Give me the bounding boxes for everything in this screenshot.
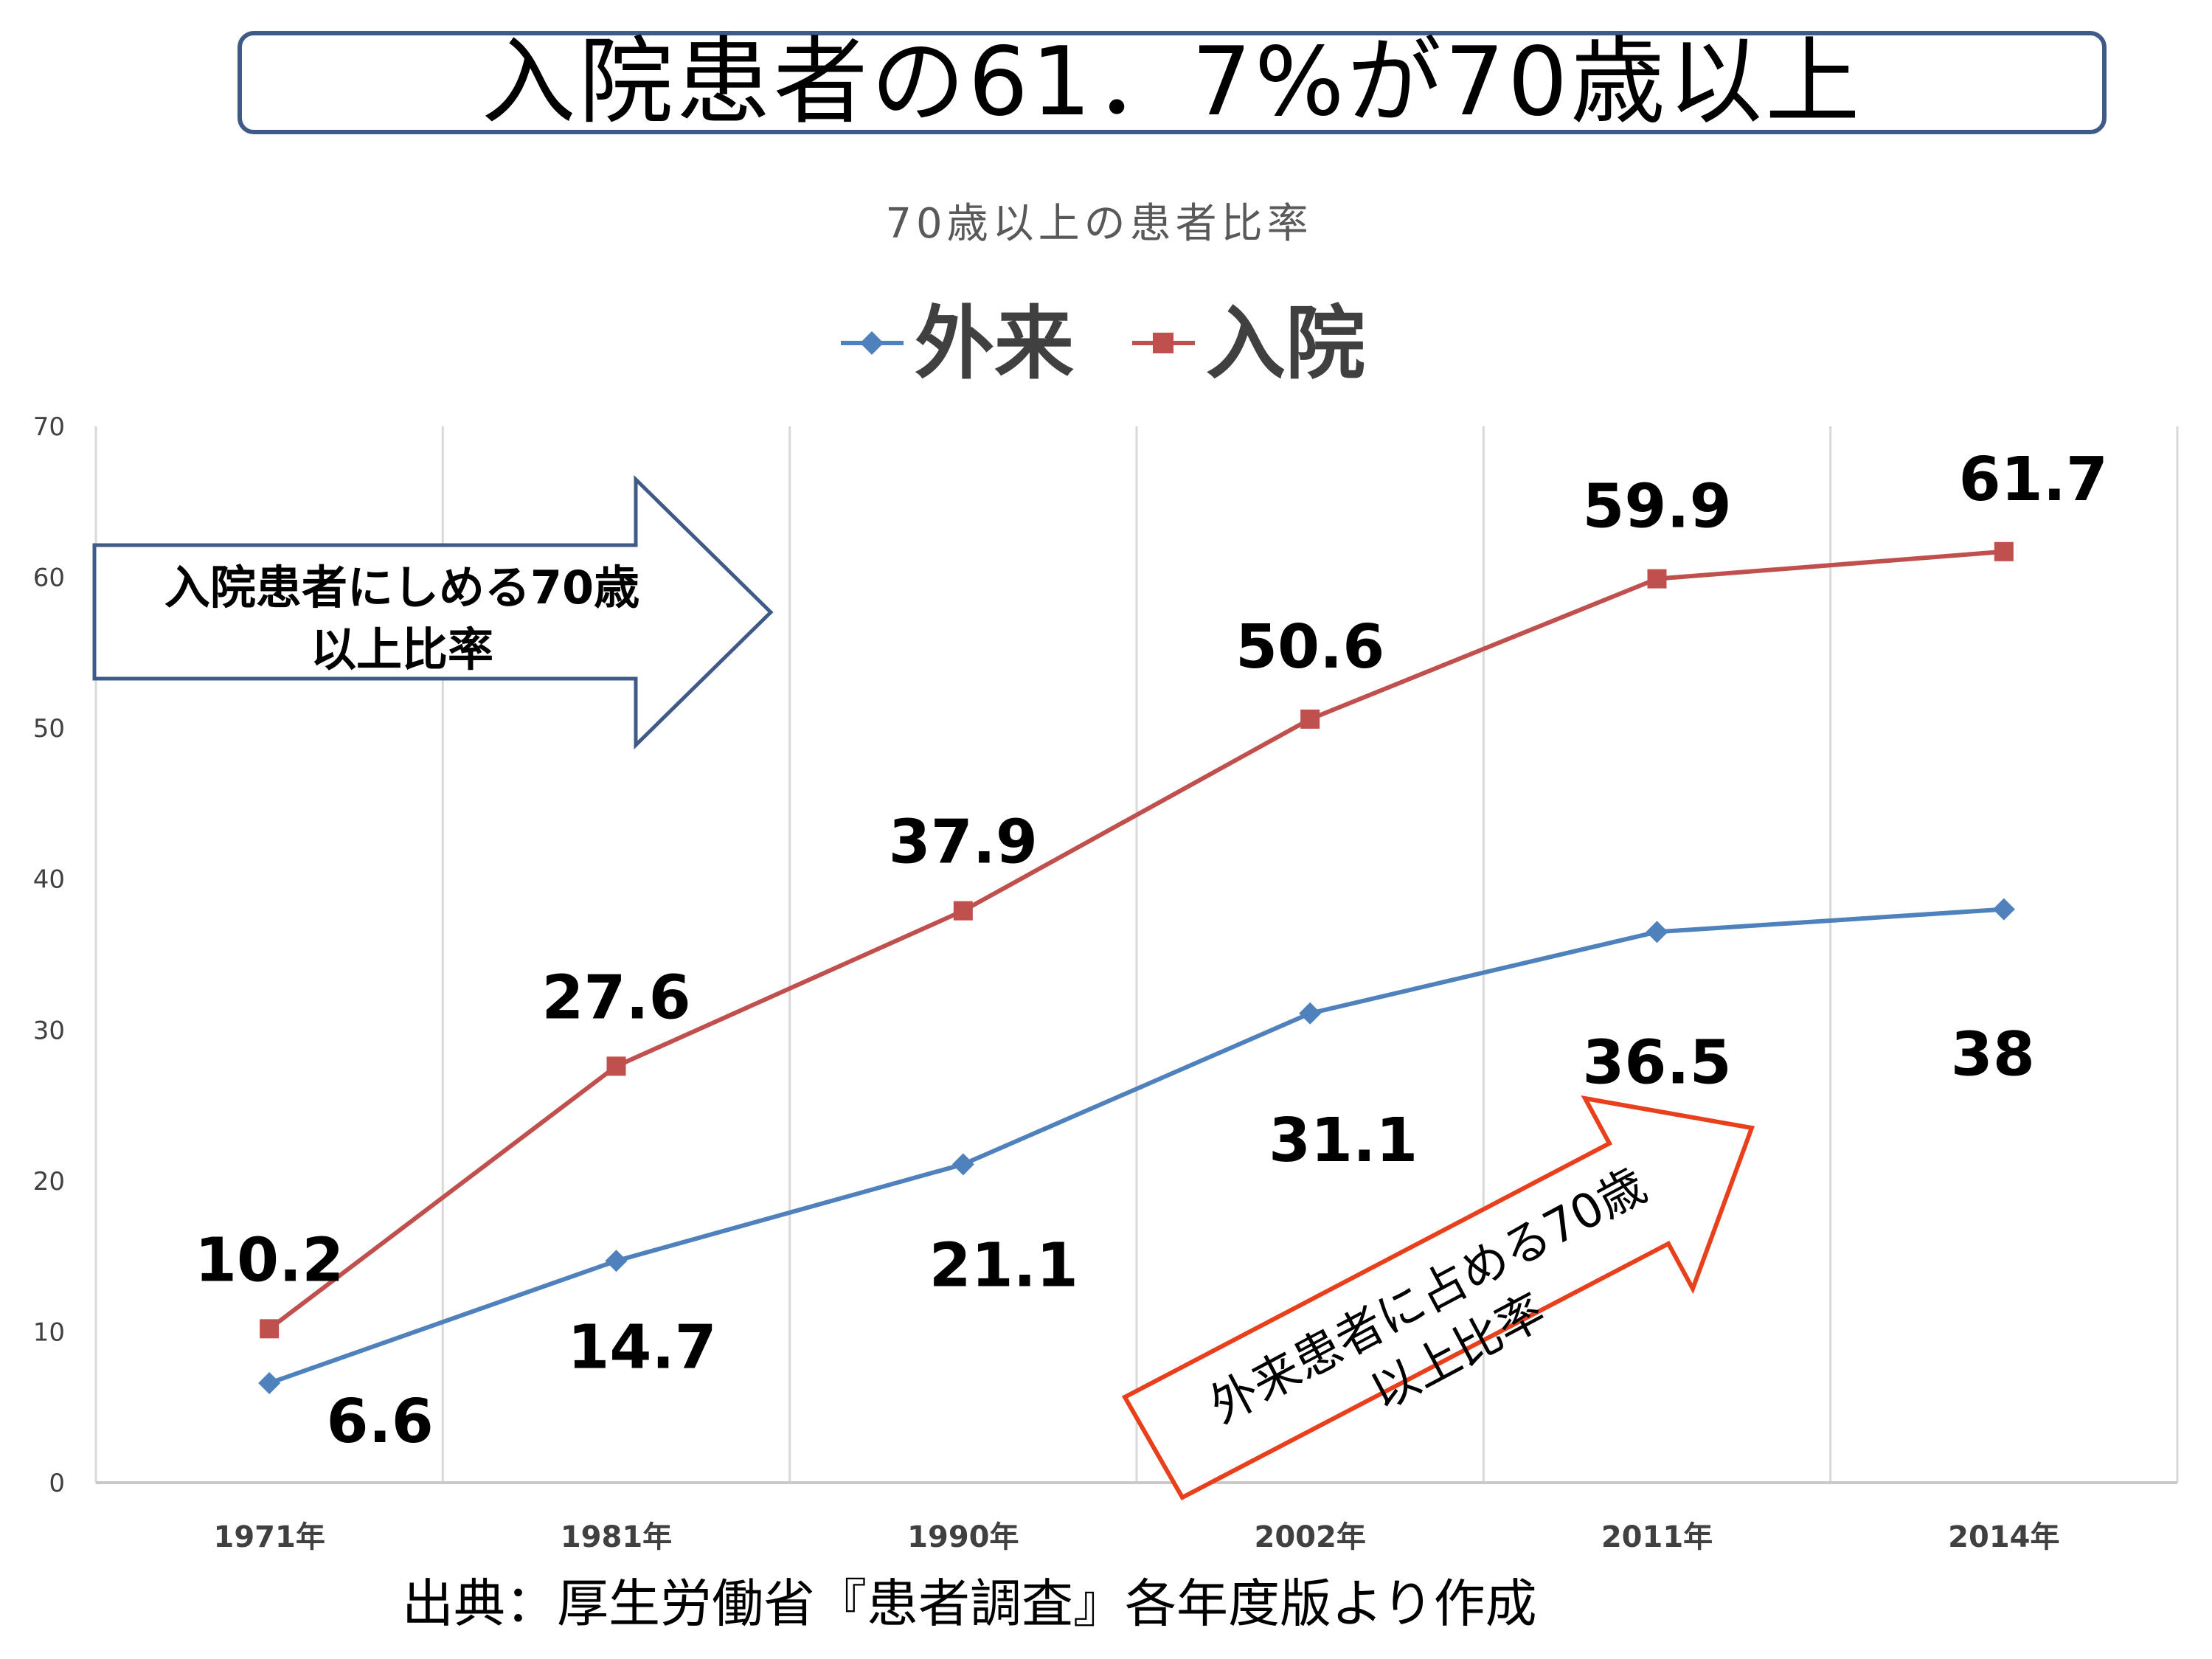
x-tick-label: 1971年 xyxy=(214,1520,325,1554)
y-tick-label: 20 xyxy=(33,1167,65,1196)
data-label: 10.2 xyxy=(195,1225,344,1295)
data-point xyxy=(1647,569,1667,589)
data-label: 38 xyxy=(1951,1020,2035,1090)
y-tick-label: 0 xyxy=(49,1469,65,1498)
legend-marker xyxy=(860,331,884,355)
inpatient-annotation-line-2: 以上比率 xyxy=(311,623,493,676)
data-label: 50.6 xyxy=(1235,612,1384,682)
legend-marker xyxy=(1153,333,1173,353)
data-label: 21.1 xyxy=(929,1230,1078,1300)
title-box: 入院患者の61．7%が70歳以上 xyxy=(238,31,2107,134)
data-point xyxy=(260,1319,280,1339)
data-label: 31.1 xyxy=(1269,1106,1418,1176)
series-line xyxy=(268,549,2005,1331)
inpatient-annotation-arrow: 入院患者にしめる70歳 以上比率 xyxy=(92,475,774,749)
data-label: 14.7 xyxy=(567,1312,716,1382)
x-tick-label: 2011年 xyxy=(1601,1520,1713,1554)
x-tick-label: 1981年 xyxy=(561,1520,672,1554)
y-tick-label: 50 xyxy=(33,714,65,744)
data-label: 37.9 xyxy=(889,808,1038,878)
x-tick-label: 2014年 xyxy=(1948,1520,2059,1554)
source-note: 出典：厚生労働省『患者調査』各年度版より作成 xyxy=(402,1573,1537,1634)
data-point xyxy=(951,1153,974,1176)
data-label: 6.6 xyxy=(327,1387,434,1457)
y-tick-label: 30 xyxy=(33,1016,65,1045)
legend: 外来 入院 xyxy=(841,298,1365,390)
outpatient-annotation-arrow: 外来患者に占める70歳 以上比率 xyxy=(1121,1095,1755,1500)
y-tick-label: 40 xyxy=(33,865,65,895)
y-tick-label: 60 xyxy=(33,564,65,593)
series-line xyxy=(268,907,2005,1385)
data-label: 36.5 xyxy=(1582,1028,1731,1098)
data-point xyxy=(1646,921,1668,943)
x-tick-label: 1990年 xyxy=(907,1520,1019,1554)
data-point xyxy=(605,1250,628,1272)
legend-label: 入院 xyxy=(1206,298,1365,390)
x-axis: 1971年 1981年 1990年 2002年 2011年 2014年 xyxy=(214,1520,2060,1554)
data-label: 61.7 xyxy=(1959,445,2108,515)
legend-label: 外来 xyxy=(915,298,1074,390)
data-point xyxy=(1992,898,2015,921)
outpatient-arrow-shape xyxy=(1121,1095,1755,1500)
y-tick-label: 70 xyxy=(33,412,65,442)
chart-title: 70歳以上の患者比率 xyxy=(885,200,1312,248)
y-axis: 0 10 20 30 40 50 60 70 xyxy=(33,412,65,1498)
data-point xyxy=(1299,1002,1322,1025)
data-label: 27.6 xyxy=(541,963,690,1033)
inpatient-annotation-line-1: 入院患者にしめる70歳 xyxy=(164,561,639,614)
series-外来 xyxy=(258,898,2015,1394)
data-label: 59.9 xyxy=(1582,472,1731,542)
data-point xyxy=(606,1056,626,1076)
data-point xyxy=(1300,709,1320,729)
page-title: 入院患者の61．7%が70歳以上 xyxy=(481,27,1863,137)
y-tick-label: 10 xyxy=(33,1317,65,1347)
gridlines xyxy=(94,426,2179,1484)
inpatient-arrow-shape xyxy=(92,475,774,749)
x-tick-label: 2002年 xyxy=(1255,1520,1366,1554)
data-point xyxy=(953,901,973,921)
data-point xyxy=(258,1371,281,1394)
series-入院 xyxy=(260,541,2014,1339)
data-point xyxy=(1994,541,2014,561)
